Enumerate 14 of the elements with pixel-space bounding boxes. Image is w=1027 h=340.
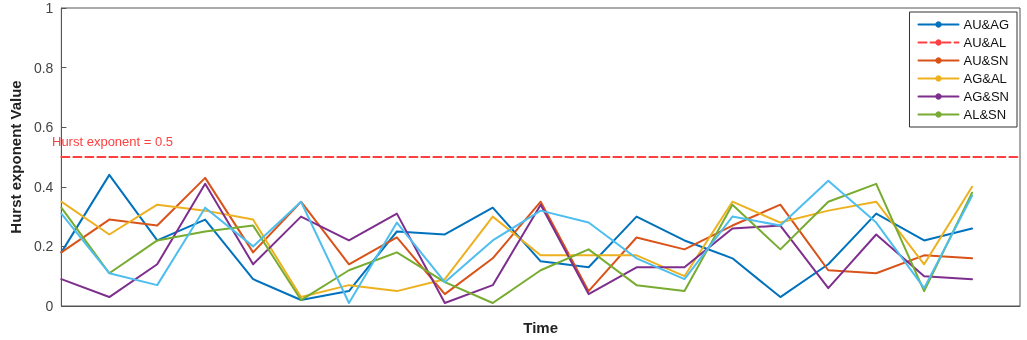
legend-label: AG&SN (963, 89, 1009, 104)
y-tick-label: 0.4 (33, 178, 54, 195)
y-tick-label: 0.2 (33, 238, 54, 255)
y-axis-title: Hurst exponent Value (7, 80, 24, 234)
legend-label: AU&AL (963, 35, 1007, 50)
legend-label: AU&AG (963, 17, 1009, 32)
y-tick-label: 0.8 (33, 59, 54, 76)
y-tick-label: 0.6 (33, 119, 54, 136)
legend-label: AU&SN (963, 53, 1009, 68)
legend-label: AG&AL (963, 71, 1007, 86)
legend-label: AL&SN (963, 107, 1007, 122)
x-axis-title: Time (523, 319, 559, 336)
y-tick-label: 1 (45, 0, 54, 16)
y-tick-label: 0 (45, 298, 54, 314)
